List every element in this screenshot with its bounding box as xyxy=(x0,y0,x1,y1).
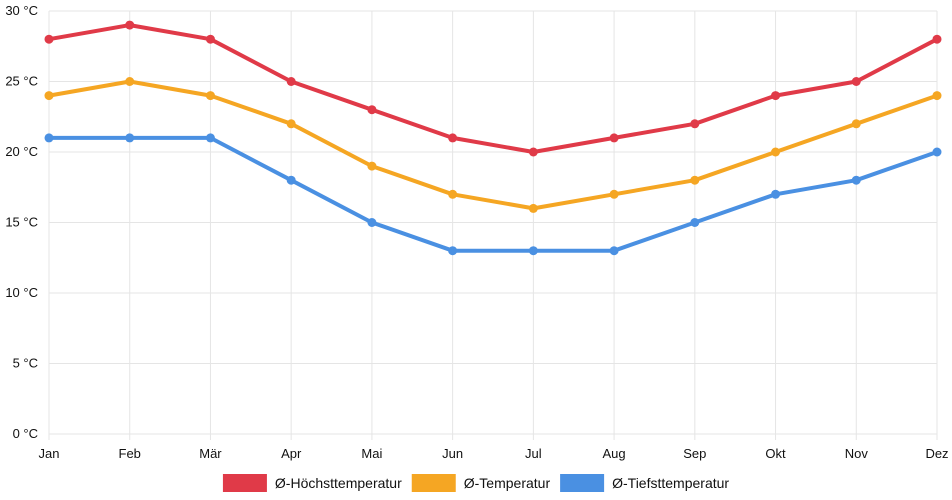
legend-label: Ø-Höchsttemperatur xyxy=(275,475,402,491)
y-tick-label: 10 °C xyxy=(5,285,38,300)
data-point[interactable] xyxy=(528,147,538,157)
data-point[interactable] xyxy=(448,189,458,199)
legend-label: Ø-Temperatur xyxy=(464,475,551,491)
data-point[interactable] xyxy=(125,133,135,143)
data-point[interactable] xyxy=(609,246,619,256)
data-point[interactable] xyxy=(851,175,861,185)
legend-swatch xyxy=(222,474,267,492)
data-point[interactable] xyxy=(44,34,54,44)
data-point[interactable] xyxy=(286,175,296,185)
data-point[interactable] xyxy=(448,133,458,143)
data-point[interactable] xyxy=(528,246,538,256)
data-point[interactable] xyxy=(125,20,135,30)
data-point[interactable] xyxy=(690,119,700,129)
series-1 xyxy=(44,77,942,213)
data-point[interactable] xyxy=(528,203,538,213)
data-point[interactable] xyxy=(205,133,215,143)
x-tick-label: Mai xyxy=(361,446,382,461)
data-point[interactable] xyxy=(367,161,377,171)
data-point[interactable] xyxy=(205,91,215,101)
x-tick-label: Dez xyxy=(925,446,948,461)
series-line xyxy=(47,23,939,154)
y-tick-label: 20 °C xyxy=(5,144,38,159)
data-point[interactable] xyxy=(286,119,296,129)
x-tick-label: Apr xyxy=(281,446,302,461)
series-line xyxy=(47,79,939,211)
y-tick-label: 5 °C xyxy=(13,356,38,371)
data-point[interactable] xyxy=(851,77,861,86)
legend-label: Ø-Tiefsttemperatur xyxy=(612,475,729,491)
data-point[interactable] xyxy=(932,34,942,44)
data-point[interactable] xyxy=(771,91,781,101)
data-point[interactable] xyxy=(286,77,296,86)
data-point[interactable] xyxy=(609,133,619,143)
data-point[interactable] xyxy=(609,189,619,199)
y-tick-label: 15 °C xyxy=(5,215,38,230)
x-axis-ticks: Jan Feb Mär Apr Mai Jun Jul Aug Sep Okt Nov Dez xyxy=(39,446,949,461)
data-point[interactable] xyxy=(367,105,377,115)
x-tick-label: Nov xyxy=(845,446,869,461)
y-tick-label: 0 °C xyxy=(13,426,38,441)
x-tick-label: Sep xyxy=(683,446,706,461)
y-tick-label: 25 °C xyxy=(5,74,38,89)
data-point[interactable] xyxy=(771,189,781,199)
data-point[interactable] xyxy=(44,133,54,143)
series-line xyxy=(47,135,939,253)
legend: Ø-Höchsttemperatur Ø-Temperatur Ø-Tiefstte… xyxy=(222,474,729,492)
series-lines xyxy=(44,20,942,256)
series-0 xyxy=(44,20,942,157)
x-tick-label: Jan xyxy=(39,446,60,461)
x-tick-label: Jun xyxy=(442,446,463,461)
legend-item[interactable]: Ø-Temperatur xyxy=(411,474,551,492)
data-point[interactable] xyxy=(44,91,54,101)
x-tick-label: Feb xyxy=(119,446,141,461)
data-point[interactable] xyxy=(771,147,781,157)
grid xyxy=(48,10,938,440)
data-point[interactable] xyxy=(367,218,377,227)
legend-swatch xyxy=(411,474,456,492)
series-2 xyxy=(44,133,942,256)
data-point[interactable] xyxy=(932,91,942,101)
data-point[interactable] xyxy=(448,246,458,256)
data-point[interactable] xyxy=(690,175,700,185)
data-point[interactable] xyxy=(205,34,215,44)
x-tick-label: Jul xyxy=(525,446,542,461)
data-point[interactable] xyxy=(851,119,861,129)
legend-item[interactable]: Ø-Höchsttemperatur xyxy=(222,474,402,492)
legend-swatch xyxy=(560,474,605,492)
data-point[interactable] xyxy=(125,77,135,86)
x-tick-label: Okt xyxy=(765,446,786,461)
data-point[interactable] xyxy=(932,147,942,157)
data-point[interactable] xyxy=(690,218,700,227)
y-tick-label: 30 °C xyxy=(5,3,38,18)
x-tick-label: Aug xyxy=(603,446,626,461)
y-axis-ticks: 0 °C 5 °C 10 °C 15 °C 20 °C 25 °C 30 °C xyxy=(5,3,38,441)
legend-item[interactable]: Ø-Tiefsttemperatur xyxy=(560,474,729,492)
x-tick-label: Mär xyxy=(199,446,222,461)
